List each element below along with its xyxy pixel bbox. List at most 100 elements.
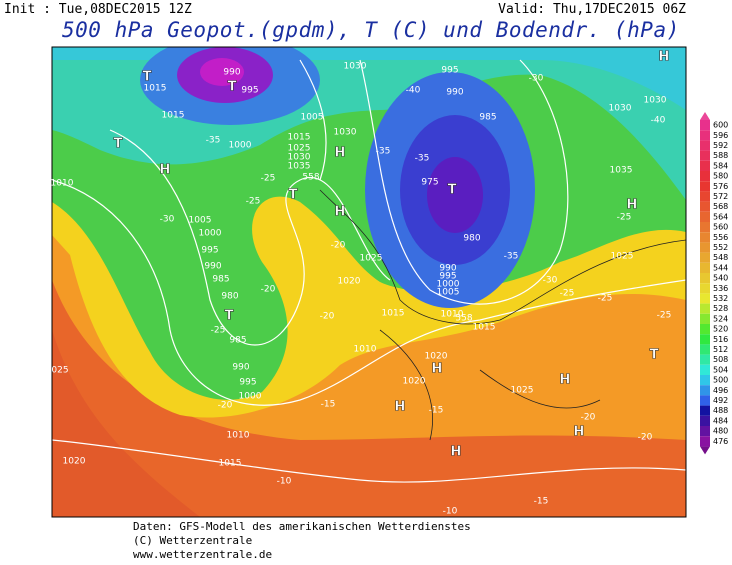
contour-label: -25 (598, 294, 613, 304)
colorbar-label: 552 (713, 243, 728, 252)
contour-label: -25 (261, 174, 276, 184)
pressure-center: H (335, 146, 346, 161)
colorbar-swatch (700, 344, 710, 355)
contour-label: 1000 (437, 280, 460, 290)
colorbar-label: 524 (713, 314, 728, 323)
map-title: 500 hPa Geopot.(gpdm), T (C) und Bodendr… (62, 18, 680, 42)
contour-label: 558 (455, 314, 472, 324)
contour-label: 1030 (644, 96, 667, 106)
colorbar-label: 488 (713, 406, 728, 415)
colorbar-swatch (700, 252, 710, 263)
colorbar-swatch (700, 385, 710, 396)
contour-label: 1010 (354, 345, 377, 355)
contour-label: 1020 (425, 352, 448, 362)
contour-label: 1020 (63, 457, 86, 467)
colorbar-swatch (700, 140, 710, 151)
contour-label: -25 (617, 213, 632, 223)
colorbar-swatch (700, 436, 710, 447)
contour-label: 1030 (609, 104, 632, 114)
colorbar-label: 544 (713, 263, 728, 272)
contour-label: -30 (543, 276, 558, 286)
colorbar-arrow (700, 446, 710, 455)
contour-label: 1030 (334, 128, 357, 138)
colorbar-label: 600 (713, 121, 728, 130)
contour-label: -40 (406, 86, 421, 96)
colorbar-label: 588 (713, 151, 728, 160)
pressure-center: H (560, 373, 571, 388)
contour-label: 990 (232, 363, 249, 373)
colorbar-label: 476 (713, 437, 728, 446)
colorbar-swatch (700, 405, 710, 416)
contour-label: 975 (421, 178, 438, 188)
contour-label: -30 (529, 74, 544, 84)
pressure-center: T (289, 188, 298, 203)
contour-label: -20 (638, 433, 653, 443)
colorbar-label: 512 (713, 345, 728, 354)
pressure-center: H (395, 400, 406, 415)
colorbar-label: 480 (713, 427, 728, 436)
colorbar-swatch (700, 222, 710, 233)
contour-label: -10 (277, 477, 292, 487)
contour-label: 995 (439, 272, 456, 282)
contour-label: 1020 (403, 377, 426, 387)
colorbar-label: 492 (713, 396, 728, 405)
colorbar-label: 580 (713, 172, 728, 181)
contour-label: 1005 (189, 216, 212, 226)
contour-label: 1015 (162, 111, 185, 121)
pressure-center: T (114, 137, 123, 152)
colorbar-swatch (700, 191, 710, 202)
colorbar-label: 500 (713, 376, 728, 385)
contour-label: -20 (261, 285, 276, 295)
colorbar-label: 504 (713, 365, 728, 374)
colorbar-swatch (700, 160, 710, 171)
colorbar-swatch (700, 130, 710, 141)
colorbar-swatch (700, 334, 710, 345)
contour-label: -30 (160, 215, 175, 225)
contour-label: 1010 (441, 310, 464, 320)
footer-line: www.wetterzentrale.de (133, 548, 273, 561)
pressure-center: T (448, 183, 457, 198)
contour-label: 1010 (227, 431, 250, 441)
colorbar-swatch (700, 313, 710, 324)
contour-label: -25 (560, 289, 575, 299)
contour-label: 1020 (338, 277, 361, 287)
contour-label: 1035 (288, 162, 311, 172)
colorbar-swatch (700, 395, 710, 406)
pressure-center: H (335, 205, 346, 220)
colorbar-swatch (700, 242, 710, 253)
map-frame (51, 46, 687, 518)
colorbar-arrow (700, 112, 710, 120)
colorbar-label: 540 (713, 274, 728, 283)
contour-label: 1025 (360, 254, 383, 264)
contour-label: 1025 (511, 386, 534, 396)
colorbar-swatch (700, 201, 710, 212)
colorbar-swatch (700, 232, 710, 243)
colorbar-label: 496 (713, 386, 728, 395)
pressure-center: T (228, 80, 237, 95)
colorbar-swatch (700, 426, 710, 437)
contour-label: -20 (218, 401, 233, 411)
colorbar-swatch (700, 324, 710, 335)
contour-label: -15 (321, 400, 336, 410)
contour-label: -20 (331, 241, 346, 251)
contour-label: 990 (446, 88, 463, 98)
colorbar-label: 572 (713, 192, 728, 201)
colorbar-label: 564 (713, 212, 728, 221)
colorbar-label: 556 (713, 233, 728, 242)
footer-line: Daten: GFS-Modell des amerikanischen Wet… (133, 520, 471, 533)
colorbar-swatch (700, 303, 710, 314)
contour-label: 1025 (288, 144, 311, 154)
contour-label: 1000 (229, 141, 252, 151)
contour-label: -20 (581, 413, 596, 423)
contour-label: 990 (223, 68, 240, 78)
colorbar-swatch (700, 364, 710, 375)
colorbar-label: 596 (713, 131, 728, 140)
contour-label: 1025 (611, 252, 634, 262)
contour-label: 985 (479, 113, 496, 123)
pressure-center: T (650, 348, 659, 363)
contour-label: -40 (651, 116, 666, 126)
colorbar-label: 592 (713, 141, 728, 150)
contour-label: -35 (415, 154, 430, 164)
pressure-center: H (574, 425, 585, 440)
footer-line: (C) Wetterzentrale (133, 534, 253, 547)
